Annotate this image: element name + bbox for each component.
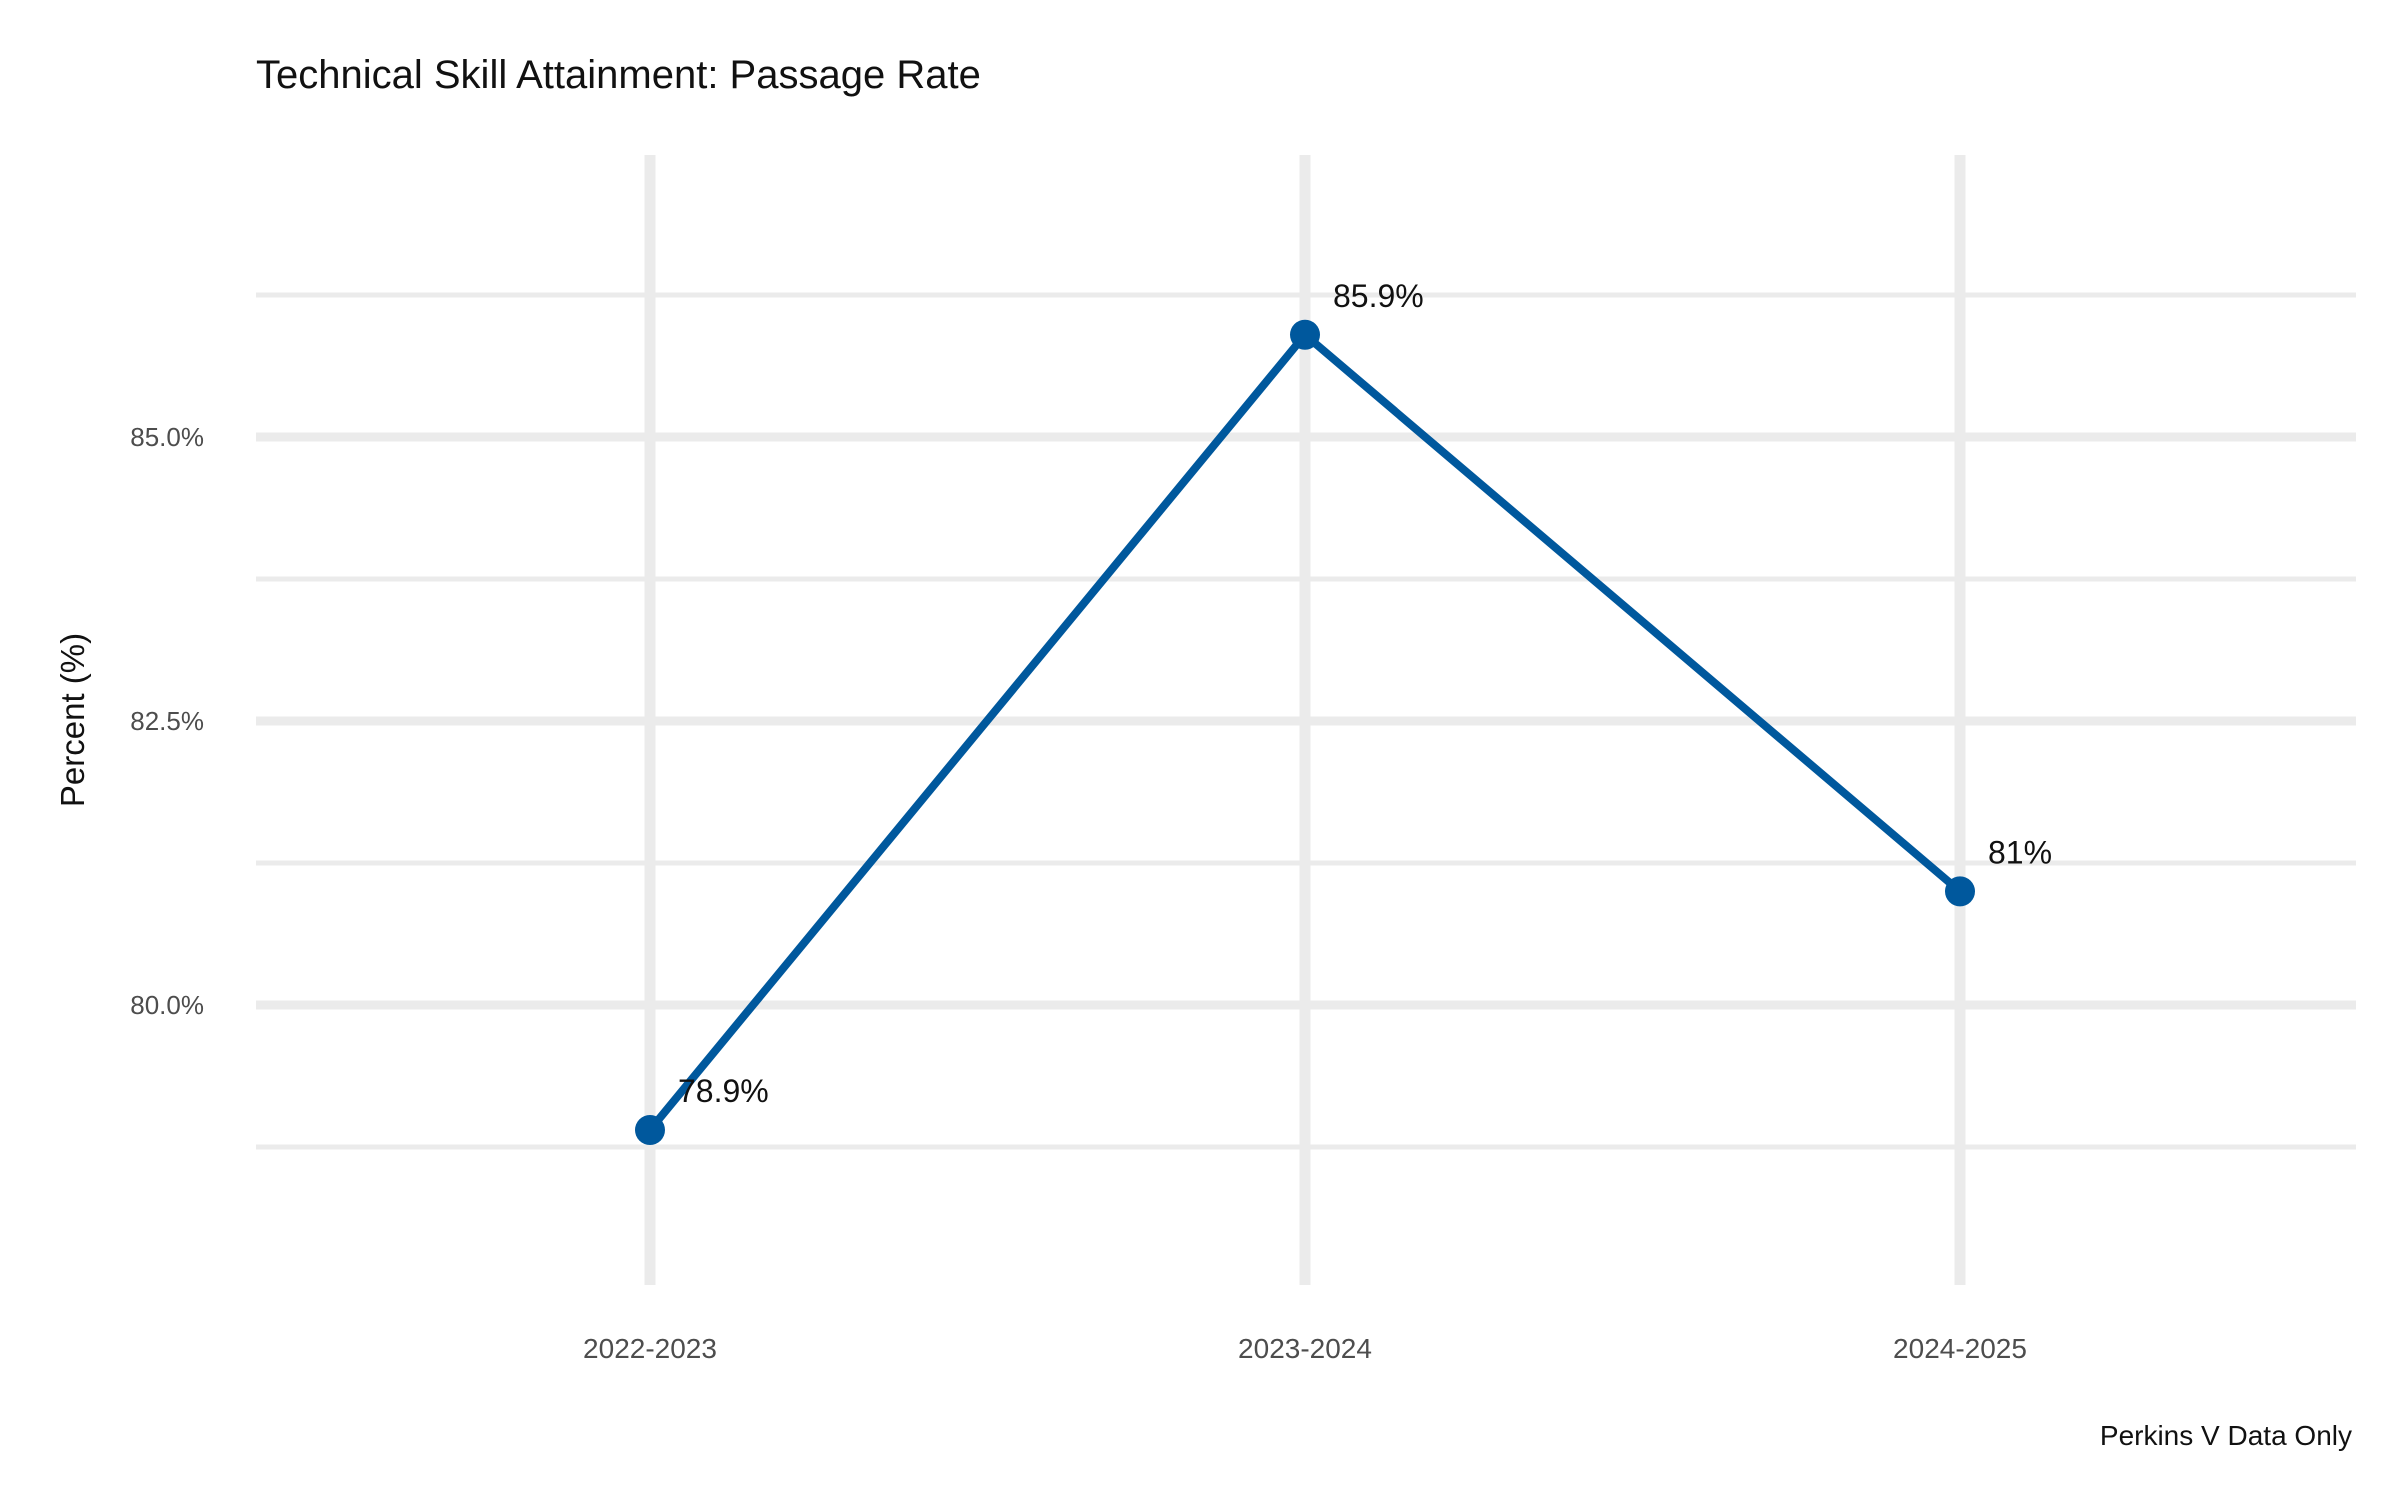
- grid: [256, 155, 2356, 1285]
- data-point: [635, 1114, 665, 1145]
- y-axis-ticks: 80.0% 82.5% 85.0%: [130, 422, 204, 1020]
- x-tick-label: 2023-2024: [1238, 1333, 1372, 1364]
- y-axis-label: Percent (%): [54, 633, 91, 807]
- data-label: 81%: [1988, 834, 2052, 870]
- chart-caption: Perkins V Data Only: [2100, 1420, 2352, 1451]
- y-tick-label: 80.0%: [130, 990, 204, 1020]
- data-labels: 78.9% 85.9% 81%: [678, 278, 2052, 1109]
- x-axis-ticks: 2022-2023 2023-2024 2024-2025: [583, 1333, 2027, 1364]
- data-point: [1290, 319, 1320, 350]
- data-point: [1945, 876, 1975, 907]
- x-tick-label: 2024-2025: [1893, 1333, 2027, 1364]
- x-tick-label: 2022-2023: [583, 1333, 717, 1364]
- data-label: 85.9%: [1333, 278, 1424, 314]
- y-tick-label: 85.0%: [130, 422, 204, 452]
- series: [635, 319, 1975, 1145]
- chart-title: Technical Skill Attainment: Passage Rate: [256, 53, 981, 97]
- data-label: 78.9%: [678, 1073, 769, 1109]
- y-tick-label: 82.5%: [130, 706, 204, 736]
